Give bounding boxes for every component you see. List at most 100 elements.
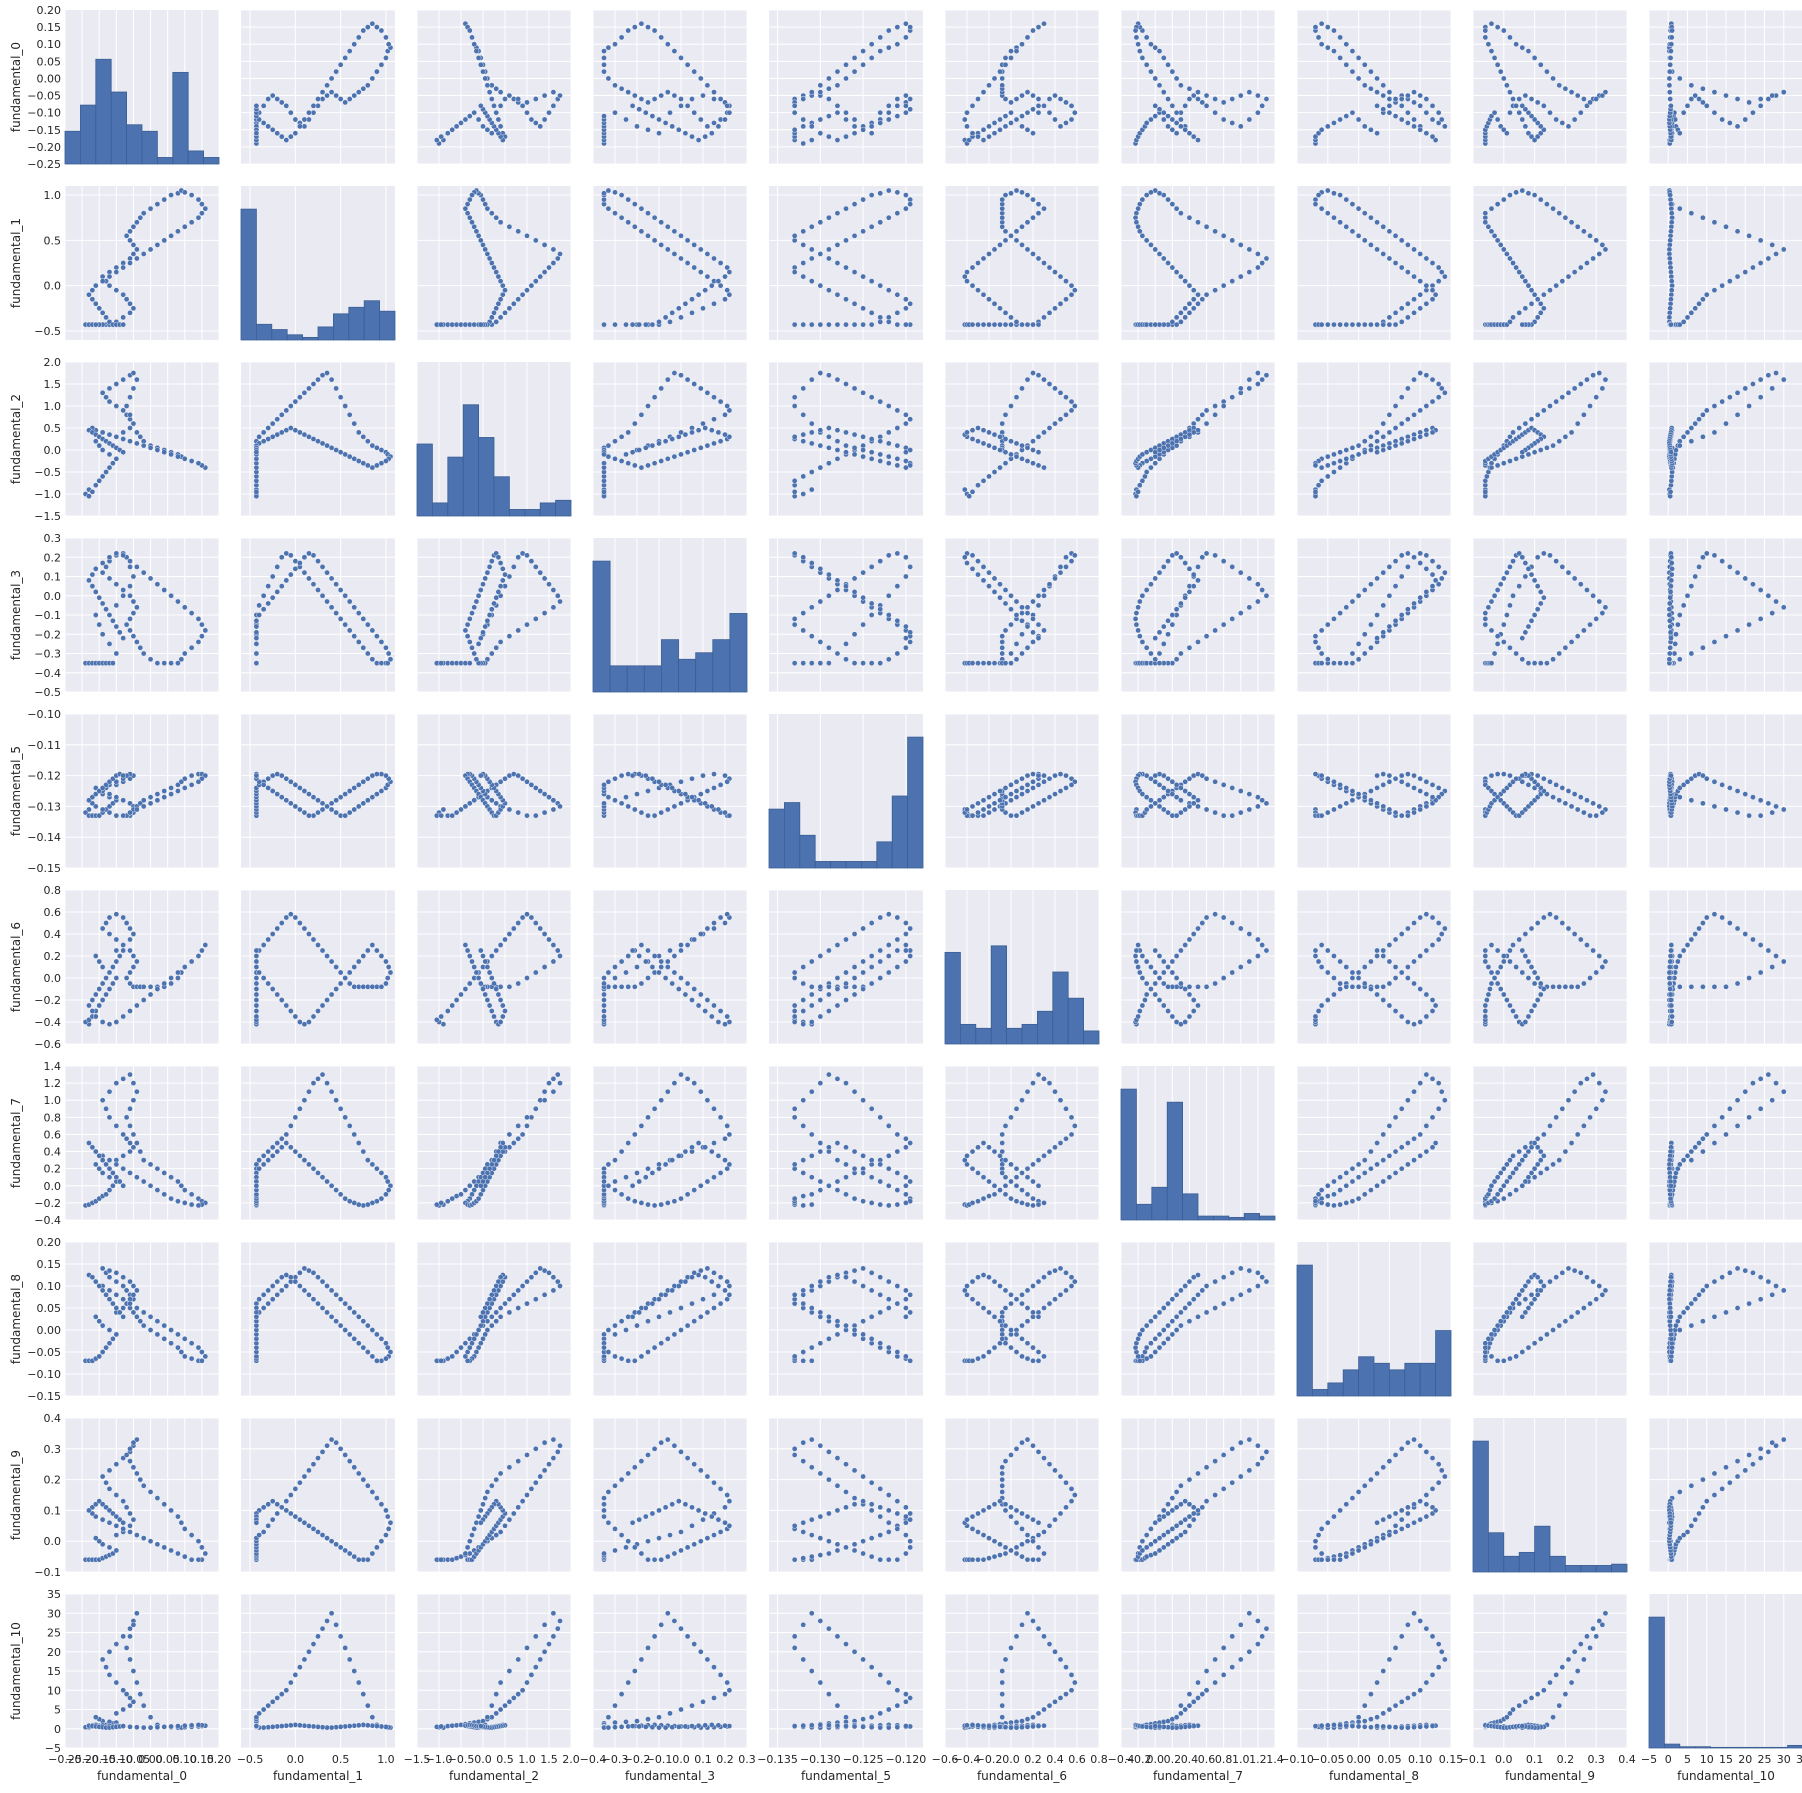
scatter-point <box>1700 296 1706 303</box>
plot-area <box>241 10 395 164</box>
scatter-point <box>253 958 260 965</box>
scatter-point <box>1156 106 1163 113</box>
scatter-point <box>1590 372 1596 379</box>
scatter-point <box>181 964 188 970</box>
scatter-point <box>168 791 174 797</box>
scatter-point <box>188 458 195 464</box>
scatter-point <box>885 440 892 447</box>
scatter-point <box>488 130 495 136</box>
scatter-point <box>96 621 103 628</box>
scatter-point <box>1068 558 1075 564</box>
panel-fundamental_0-vs-fundamental_6 <box>944 9 1100 165</box>
scatter-point <box>684 376 691 383</box>
scatter-point <box>1046 109 1053 116</box>
scatter-point <box>808 958 815 965</box>
scatter-point <box>1325 321 1331 328</box>
scatter-point <box>502 1008 508 1014</box>
scatter-point <box>103 606 109 613</box>
scatter-point <box>601 975 607 981</box>
scatter-point <box>1677 656 1683 663</box>
scatter-point <box>369 75 376 82</box>
scatter-point <box>1068 291 1075 298</box>
scatter-point <box>306 385 312 392</box>
scatter-point <box>877 120 884 126</box>
scatter-point <box>800 431 807 438</box>
scatter-point <box>265 980 271 987</box>
scatter-point <box>1565 569 1572 576</box>
scatter-point <box>885 592 892 599</box>
scatter-point <box>800 980 807 987</box>
scatter-point <box>885 27 892 34</box>
scatter-point <box>515 228 522 235</box>
scatter-point <box>147 984 154 990</box>
scatter-point <box>528 282 535 289</box>
scatter-point <box>1152 103 1159 109</box>
scatter-point <box>449 126 456 133</box>
scatter-point <box>800 140 807 147</box>
scatter-point <box>1435 394 1442 401</box>
scatter-point <box>1139 639 1146 645</box>
panel-fundamental_1-vs-fundamental_5 <box>769 186 923 340</box>
scatter-point <box>684 980 691 987</box>
scatter-point <box>678 778 684 785</box>
scatter-point <box>346 598 353 605</box>
scatter-point <box>1041 592 1047 599</box>
scatter-point <box>671 370 678 376</box>
scatter-point <box>877 282 884 289</box>
scatter-point <box>1013 612 1020 618</box>
scatter-point <box>1719 558 1725 564</box>
scatter-point <box>175 598 181 605</box>
scatter-point <box>860 389 866 396</box>
scatter-point <box>488 650 495 657</box>
hist-bar <box>784 802 801 869</box>
scatter-point <box>466 196 473 203</box>
scatter-point <box>491 600 497 607</box>
scatter-point <box>546 109 552 116</box>
scatter-point <box>458 806 464 813</box>
scatter-point <box>1186 282 1193 289</box>
scatter-point <box>288 403 294 409</box>
scatter-point <box>1002 321 1009 328</box>
scatter-point <box>1008 812 1014 819</box>
scatter-point <box>541 964 548 970</box>
scatter-point <box>722 809 728 816</box>
scatter-point <box>319 564 326 570</box>
scatter-point <box>1757 103 1764 109</box>
scatter-point <box>800 96 807 102</box>
scatter-point <box>486 89 493 95</box>
scatter-point <box>120 436 126 442</box>
scatter-point <box>471 797 478 804</box>
scatter-point <box>1008 120 1014 126</box>
scatter-point <box>471 109 478 116</box>
scatter-point <box>1666 617 1673 624</box>
scatter-point <box>342 403 348 409</box>
scatter-point <box>662 975 669 981</box>
scatter-point <box>301 431 308 438</box>
scatter-point <box>894 936 901 943</box>
scatter-point <box>462 627 469 634</box>
scatter-point <box>93 589 99 595</box>
scatter-point <box>1494 771 1501 777</box>
scatter-point <box>877 451 884 458</box>
scatter-point <box>137 644 144 651</box>
scatter-point <box>997 116 1003 123</box>
scatter-point <box>1668 34 1675 41</box>
scatter-point <box>689 775 695 782</box>
scatter-point <box>1501 27 1507 34</box>
scatter-point <box>278 794 285 800</box>
scatter-point <box>808 633 815 639</box>
scatter-point <box>477 103 484 109</box>
scatter-point <box>1750 794 1756 800</box>
scatter-point <box>96 305 103 312</box>
scatter-point <box>1041 205 1047 212</box>
scatter-point <box>1581 96 1587 102</box>
scatter-point <box>120 947 126 954</box>
scatter-point <box>671 953 678 959</box>
scatter-point <box>1519 778 1526 785</box>
scatter-point <box>292 782 299 788</box>
scatter-point <box>265 425 271 431</box>
scatter-point <box>1349 788 1356 794</box>
scatter-point <box>1030 251 1036 257</box>
scatter-point <box>533 564 539 570</box>
scatter-point <box>1024 109 1031 116</box>
